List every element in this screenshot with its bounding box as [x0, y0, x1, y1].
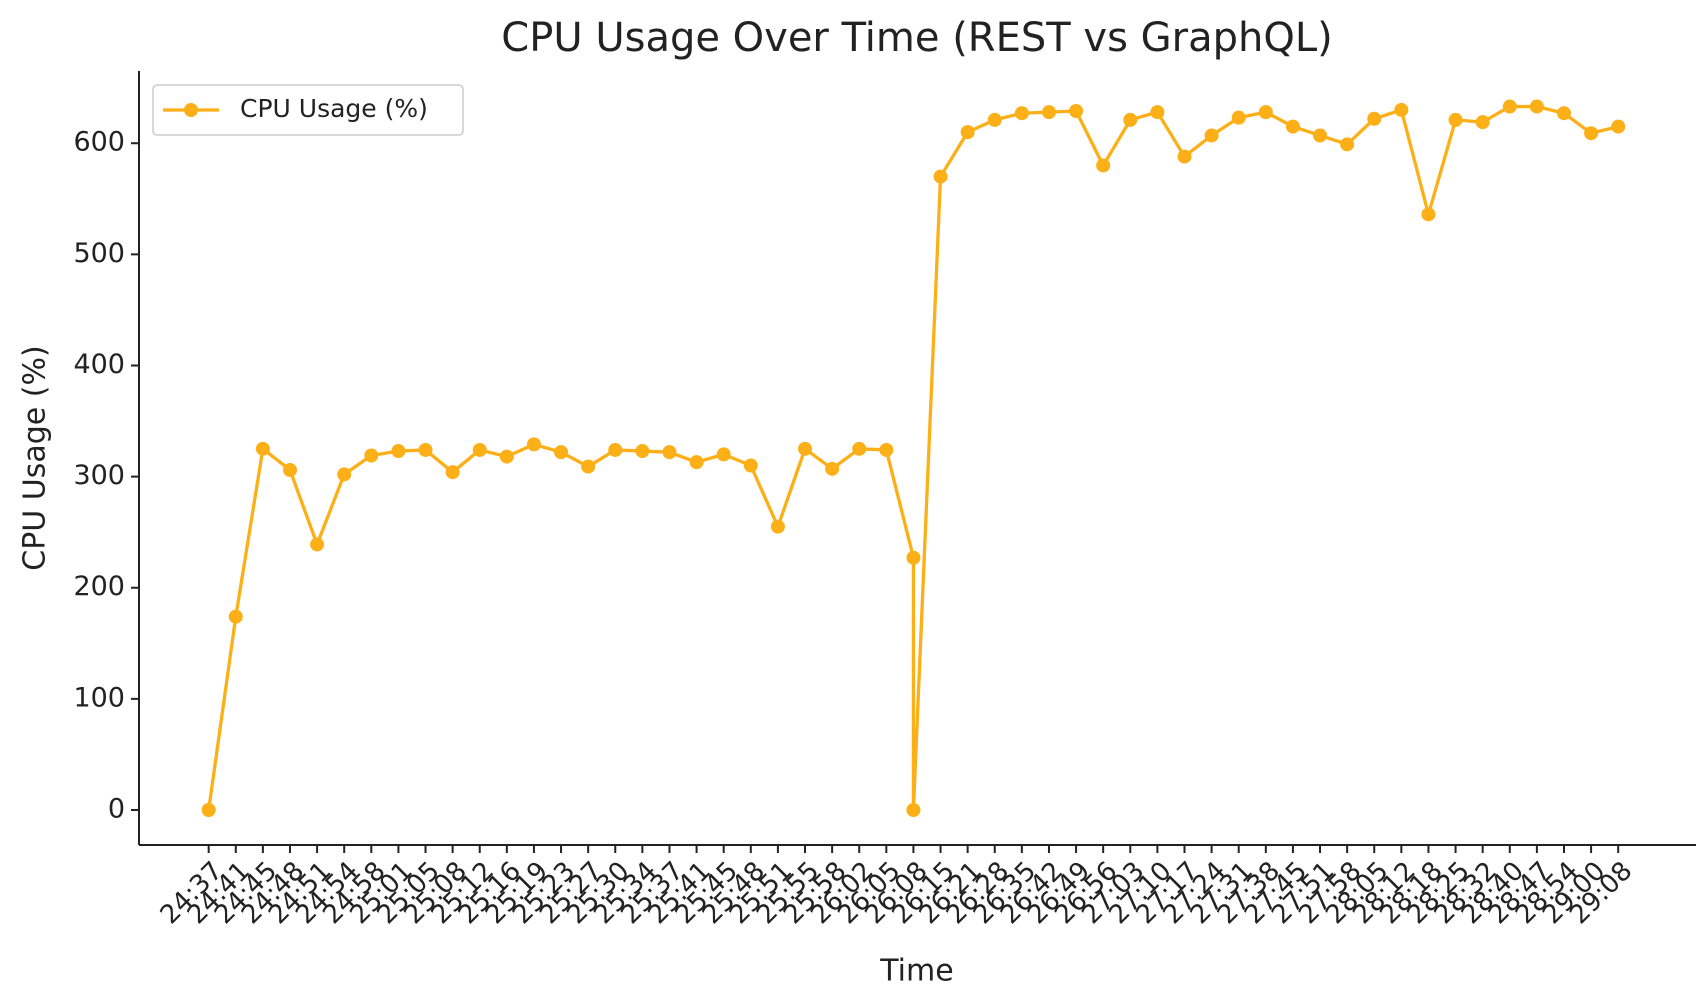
data-point: [662, 445, 677, 460]
data-point: [1258, 105, 1273, 120]
data-point: [1584, 126, 1599, 141]
data-point: [581, 459, 596, 474]
y-tick-label: 500: [73, 238, 125, 269]
data-point: [255, 441, 270, 456]
data-point: [1204, 128, 1219, 143]
data-point: [1014, 106, 1029, 121]
x-axis-label: Time: [879, 954, 953, 989]
legend-label: CPU Usage (%): [240, 94, 428, 123]
data-point: [499, 449, 514, 464]
data-point: [337, 467, 352, 482]
data-point: [608, 442, 623, 457]
data-point: [1123, 112, 1138, 127]
data-point: [472, 442, 487, 457]
data-point: [201, 802, 216, 817]
data-point: [1556, 106, 1571, 121]
data-point: [526, 437, 541, 452]
data-point: [960, 125, 975, 140]
data-point: [716, 447, 731, 462]
y-axis-label: CPU Usage (%): [18, 345, 53, 570]
data-point: [1177, 149, 1192, 164]
legend-box: [152, 84, 464, 136]
data-point: [825, 461, 840, 476]
y-tick-label: 100: [73, 682, 125, 713]
data-point: [1313, 128, 1328, 143]
legend: CPU Usage (%): [152, 84, 464, 136]
data-point: [1475, 115, 1490, 130]
data-point: [1421, 207, 1436, 222]
data-point: [906, 802, 921, 817]
data-point: [282, 462, 297, 477]
data-point: [1502, 99, 1517, 114]
data-point: [1529, 99, 1544, 114]
data-point: [879, 442, 894, 457]
y-tick-label: 400: [73, 349, 125, 380]
data-point: [987, 112, 1002, 127]
chart-title: CPU Usage Over Time (REST vs GraphQL): [501, 15, 1332, 61]
data-point: [743, 458, 758, 473]
data-point: [418, 442, 433, 457]
data-point: [1394, 102, 1409, 117]
data-point: [1041, 105, 1056, 120]
y-tick-label: 200: [73, 571, 125, 602]
data-point: [1611, 119, 1626, 134]
data-point: [228, 609, 243, 624]
y-tick-label: 0: [108, 793, 125, 824]
data-point: [1150, 105, 1165, 120]
series-line: [207, 104, 1619, 812]
data-point: [1367, 111, 1382, 126]
data-point: [1448, 112, 1463, 127]
data-point: [310, 537, 325, 552]
data-point: [689, 455, 704, 470]
data-point: [1069, 104, 1084, 119]
data-point: [1340, 137, 1355, 152]
data-point: [1096, 158, 1111, 173]
data-point: [554, 445, 569, 460]
data-point: [445, 465, 460, 480]
y-tick-label: 300: [73, 460, 125, 491]
data-point: [364, 448, 379, 463]
data-point: [798, 441, 813, 456]
data-point: [933, 169, 948, 184]
legend-marker: [184, 103, 198, 117]
data-point: [852, 441, 867, 456]
data-point: [391, 444, 406, 459]
data-point: [635, 444, 650, 459]
data-point: [906, 550, 921, 565]
data-point: [1285, 119, 1300, 134]
data-point: [1231, 110, 1246, 125]
y-tick-label: 600: [73, 127, 125, 158]
data-point: [770, 519, 785, 534]
